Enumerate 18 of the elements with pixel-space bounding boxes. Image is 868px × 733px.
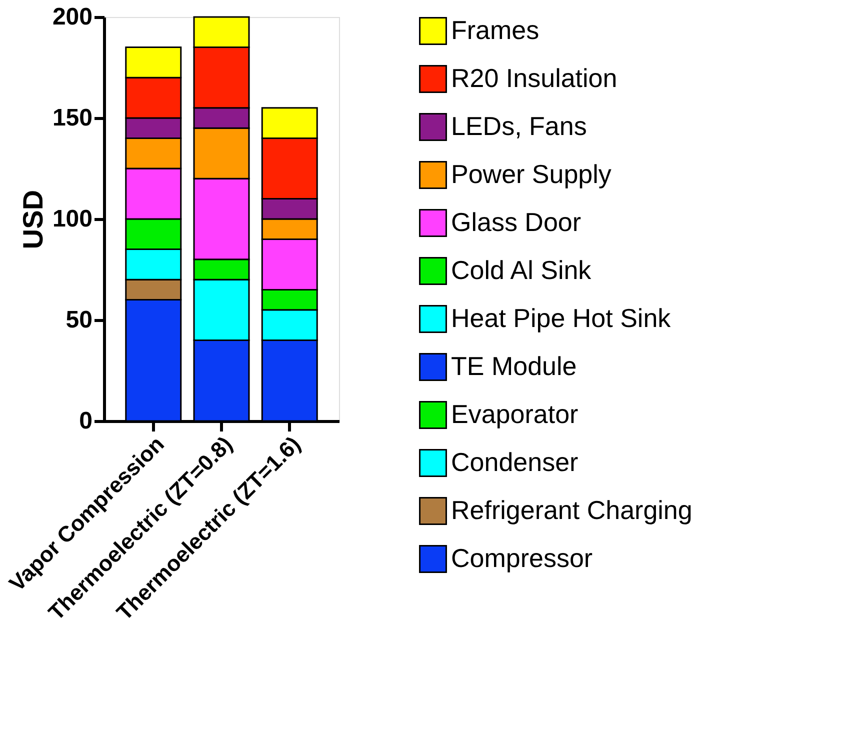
- y-tick-label: 50: [66, 306, 92, 334]
- legend-label: Frames: [451, 15, 540, 45]
- legend-label: R20 Insulation: [451, 63, 618, 93]
- y-tick-label: 0: [79, 408, 92, 434]
- legend-label: Refrigerant Charging: [451, 495, 692, 525]
- legend-label: Evaporator: [451, 399, 579, 429]
- legend-label: Glass Door: [451, 207, 582, 237]
- legend-label: Cold Al Sink: [451, 255, 592, 285]
- legend-label: Heat Pipe Hot Sink: [451, 303, 672, 333]
- legend-label: LEDs, Fans: [451, 111, 587, 141]
- y-tick-label: 200: [52, 4, 92, 30]
- legend-label: Condenser: [451, 447, 579, 477]
- y-tick-label: 100: [52, 206, 92, 232]
- y-tick-label: 150: [52, 104, 92, 132]
- legend-label: Compressor: [451, 543, 593, 573]
- legend-label: TE Module: [451, 351, 577, 381]
- legend-label: Power Supply: [451, 159, 612, 189]
- y-axis-title: USD: [17, 190, 48, 250]
